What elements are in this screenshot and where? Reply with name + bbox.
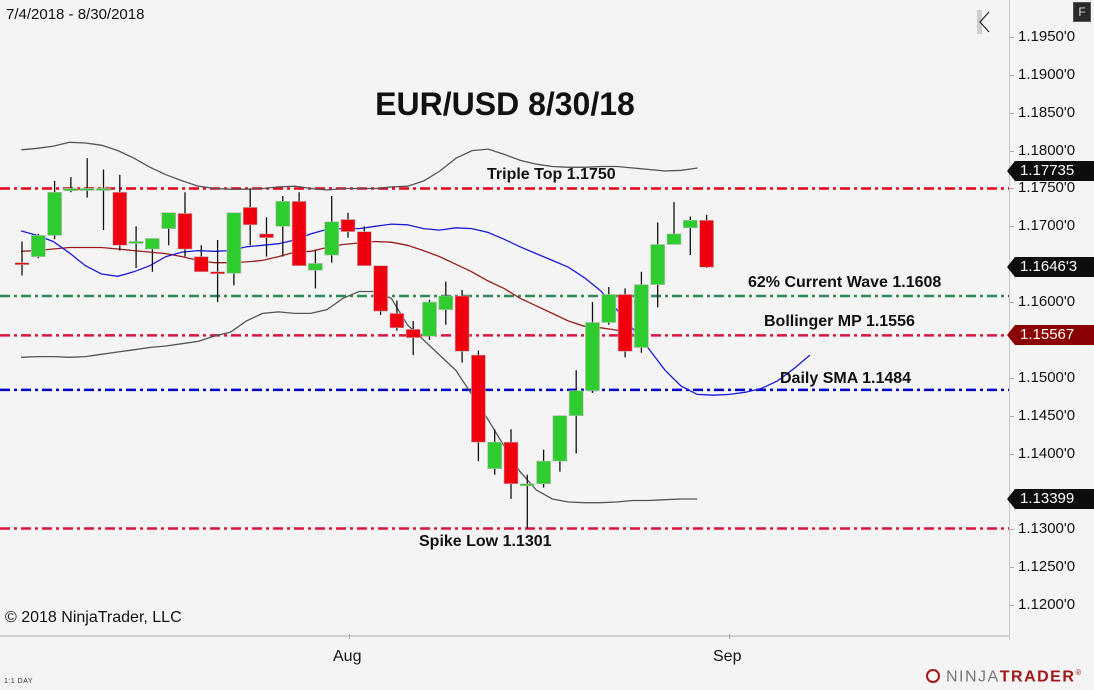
candle-up <box>275 201 291 227</box>
daily-sma-label: Daily SMA 1.1484 <box>780 369 912 387</box>
candle-up <box>682 219 698 229</box>
candle-up <box>161 212 176 229</box>
time-label-aug: Aug <box>333 648 362 665</box>
f-button[interactable]: F <box>1073 2 1091 22</box>
candle-up <box>79 188 95 191</box>
spike-low-label: Spike Low 1.1301 <box>419 533 552 551</box>
time-axis-line <box>0 635 1010 637</box>
price-badge: 1.1646'3 <box>1007 256 1094 277</box>
candle-up <box>145 238 160 250</box>
candle-down <box>210 271 225 275</box>
price-tick-mark <box>1010 112 1014 114</box>
price-tick-label: 1.1900'0 <box>1018 65 1076 83</box>
candle-down <box>471 354 486 443</box>
ninjatrader-logo: NINJATRADER® <box>926 668 1083 686</box>
candle-down <box>405 329 421 338</box>
bollinger-upper-line <box>21 141 698 191</box>
candle-up <box>63 188 79 192</box>
price-tick-mark <box>1010 302 1014 304</box>
candle-down <box>373 265 388 312</box>
price-tick-mark <box>1010 529 1014 531</box>
collapse-panel-button[interactable] <box>977 10 991 34</box>
candle-down <box>356 231 372 267</box>
price-badge: 1.13399 <box>1007 489 1094 510</box>
price-tick-label: 1.1250'0 <box>1018 558 1076 576</box>
candle-up <box>226 212 242 274</box>
candle-up <box>422 301 437 337</box>
candle-up <box>30 235 46 257</box>
price-badge: 1.15567 <box>1007 324 1094 345</box>
price-badge: 1.17735 <box>1007 160 1094 181</box>
candle-up <box>666 233 682 245</box>
candle-up <box>552 415 568 462</box>
candle-down <box>454 295 470 352</box>
bar-period-label: 1:1 DAY <box>4 678 34 685</box>
candle-up <box>487 441 503 469</box>
price-tick-mark <box>1010 377 1014 379</box>
candle-up <box>585 322 600 391</box>
candle-up <box>308 263 323 271</box>
time-tick-mark <box>349 634 350 639</box>
candle-up <box>634 284 649 348</box>
ninjatrader-logo-icon <box>926 669 940 684</box>
bollinger-mp-label: Bollinger MP 1.1556 <box>764 313 915 331</box>
candle-down <box>259 233 274 238</box>
candle-up <box>324 221 340 256</box>
copyright: © 2018 NinjaTrader, LLC <box>5 609 182 626</box>
time-tick-mark <box>729 634 730 639</box>
price-tick-mark <box>1010 74 1014 76</box>
price-axis-line <box>1009 0 1010 640</box>
sma-line <box>20 223 811 396</box>
price-tick-label: 1.1950'0 <box>1018 28 1076 45</box>
price-tick-label: 1.1300'0 <box>1018 520 1076 538</box>
bollinger-lower-line <box>20 290 698 504</box>
price-tick-label: 1.1800'0 <box>1018 141 1076 159</box>
chart-title: EUR/USD 8/30/18 <box>375 86 635 122</box>
price-tick-label: 1.1700'0 <box>1018 217 1076 235</box>
candle-down <box>14 262 30 265</box>
candle-down <box>194 256 209 273</box>
candle-up <box>96 188 111 191</box>
price-tick-label: 1.1450'0 <box>1018 406 1076 424</box>
candle-up <box>601 294 617 323</box>
price-tick-mark <box>1010 567 1014 569</box>
price-tick-mark <box>1010 150 1014 152</box>
candle-up <box>536 460 551 485</box>
candle-up <box>568 390 584 416</box>
price-tick-mark <box>1010 226 1014 228</box>
price-tick-mark <box>1010 415 1014 417</box>
candle-down <box>699 219 714 268</box>
date-range: 7/4/2018 - 8/30/2018 <box>6 6 145 23</box>
fib-62-label: 62% Current Wave 1.1608 <box>748 273 942 291</box>
price-tick-label: 1.1400'0 <box>1018 444 1076 462</box>
candle-down <box>242 207 258 226</box>
triple-top-label: Triple Top 1.1750 <box>487 166 616 184</box>
candle-down <box>177 213 193 250</box>
price-tick-mark <box>1010 188 1014 190</box>
price-chart[interactable] <box>0 0 1010 636</box>
price-tick-label: 1.1600'0 <box>1018 293 1076 311</box>
candle-up <box>650 244 666 285</box>
candle-down <box>503 441 519 485</box>
candle-down <box>617 294 633 352</box>
candle-up <box>438 295 454 310</box>
candle-up <box>519 483 535 487</box>
chevron-left-icon <box>977 10 990 34</box>
price-tick-label: 1.1850'0 <box>1018 103 1076 121</box>
price-tick-label: 1.1200'0 <box>1018 595 1076 613</box>
price-tick-mark <box>1010 37 1014 38</box>
candle-down <box>389 313 405 329</box>
candle-down <box>112 191 128 246</box>
price-tick-label: 1.1500'0 <box>1018 368 1076 386</box>
candle-up <box>128 241 144 244</box>
candle-down <box>340 219 356 232</box>
price-tick-mark <box>1010 604 1014 606</box>
candle-up <box>47 191 62 236</box>
candle-down <box>291 201 307 267</box>
price-tick-label: 1.1750'0 <box>1018 179 1076 197</box>
price-tick-mark <box>1010 453 1014 455</box>
time-label-sep: Sep <box>713 648 742 665</box>
